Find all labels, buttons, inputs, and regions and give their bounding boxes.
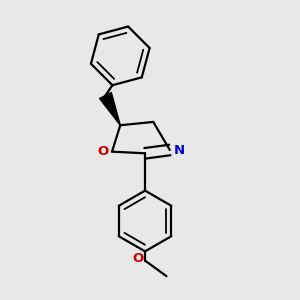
Text: O: O [132,253,143,266]
Polygon shape [100,93,120,125]
Text: N: N [173,143,184,157]
Text: O: O [98,145,109,158]
